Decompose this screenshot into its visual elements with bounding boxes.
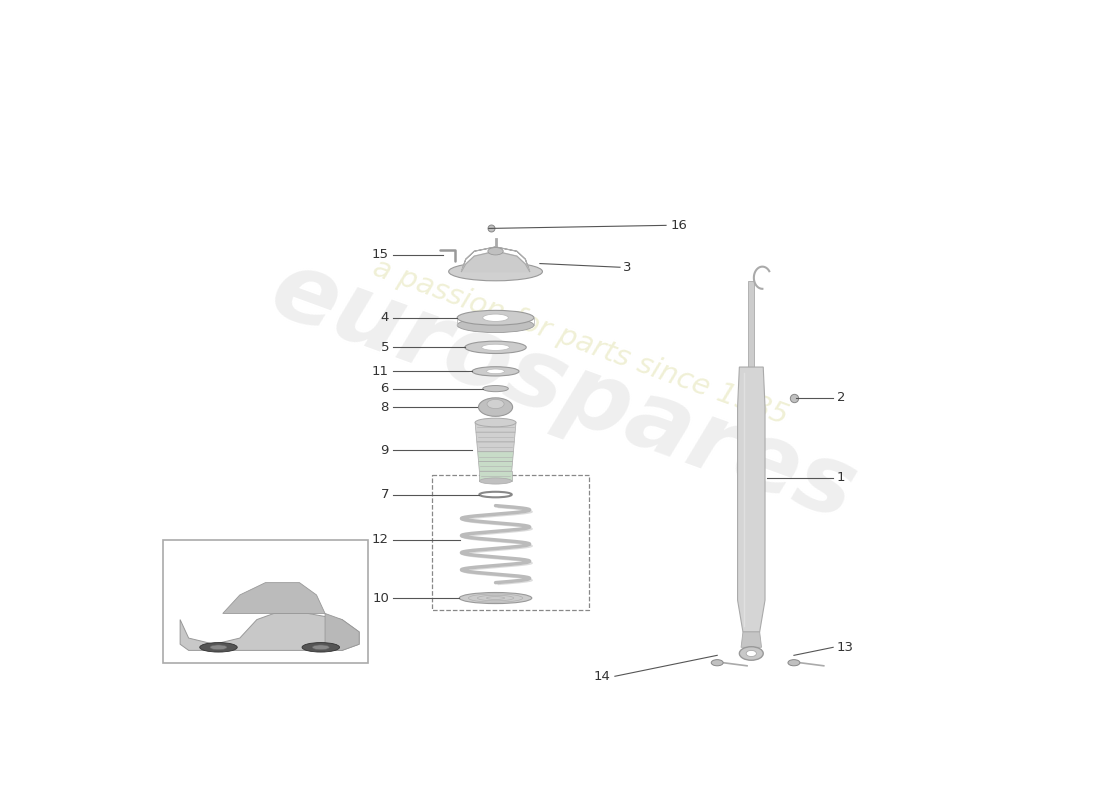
Ellipse shape	[312, 645, 329, 650]
Text: a passion for parts since 1985: a passion for parts since 1985	[370, 254, 792, 430]
Polygon shape	[738, 367, 764, 632]
Ellipse shape	[475, 418, 516, 426]
Polygon shape	[180, 614, 359, 650]
Polygon shape	[462, 251, 530, 271]
Text: 16: 16	[670, 219, 688, 232]
Text: 4: 4	[381, 311, 389, 324]
Text: 6: 6	[381, 382, 389, 395]
Text: 10: 10	[372, 591, 389, 605]
Text: 9: 9	[381, 444, 389, 457]
Ellipse shape	[465, 341, 526, 354]
Ellipse shape	[302, 642, 340, 652]
Polygon shape	[222, 582, 326, 614]
Text: 5: 5	[381, 341, 389, 354]
Text: 15: 15	[372, 249, 389, 262]
Ellipse shape	[487, 399, 504, 409]
Ellipse shape	[472, 366, 519, 376]
Text: 14: 14	[594, 670, 610, 682]
Ellipse shape	[746, 650, 757, 657]
Text: 1: 1	[836, 471, 845, 485]
Ellipse shape	[483, 386, 508, 392]
Ellipse shape	[712, 660, 723, 666]
Polygon shape	[475, 422, 516, 432]
Ellipse shape	[486, 369, 505, 374]
Polygon shape	[476, 432, 515, 442]
Text: eurospares: eurospares	[258, 242, 869, 541]
Polygon shape	[476, 442, 515, 452]
Text: 3: 3	[624, 261, 631, 274]
Text: 11: 11	[372, 365, 389, 378]
Ellipse shape	[488, 247, 503, 255]
Text: 13: 13	[836, 641, 854, 654]
Ellipse shape	[788, 660, 800, 666]
Ellipse shape	[480, 478, 512, 484]
Ellipse shape	[483, 314, 508, 322]
Polygon shape	[478, 462, 513, 471]
Text: 8: 8	[381, 401, 389, 414]
Ellipse shape	[458, 310, 534, 325]
Ellipse shape	[449, 262, 542, 281]
Polygon shape	[462, 247, 530, 271]
Polygon shape	[326, 614, 359, 650]
Ellipse shape	[478, 398, 513, 416]
Ellipse shape	[739, 646, 763, 660]
Bar	[163, 539, 367, 662]
Bar	[431, 475, 590, 610]
Polygon shape	[741, 632, 761, 647]
Polygon shape	[477, 452, 514, 462]
Text: 7: 7	[381, 488, 389, 501]
Ellipse shape	[458, 318, 534, 333]
Polygon shape	[480, 471, 512, 481]
Polygon shape	[748, 281, 755, 367]
Text: 12: 12	[372, 533, 389, 546]
Ellipse shape	[482, 344, 509, 350]
Text: 2: 2	[836, 391, 845, 404]
Ellipse shape	[210, 645, 227, 650]
Ellipse shape	[460, 593, 531, 603]
Ellipse shape	[200, 642, 238, 652]
